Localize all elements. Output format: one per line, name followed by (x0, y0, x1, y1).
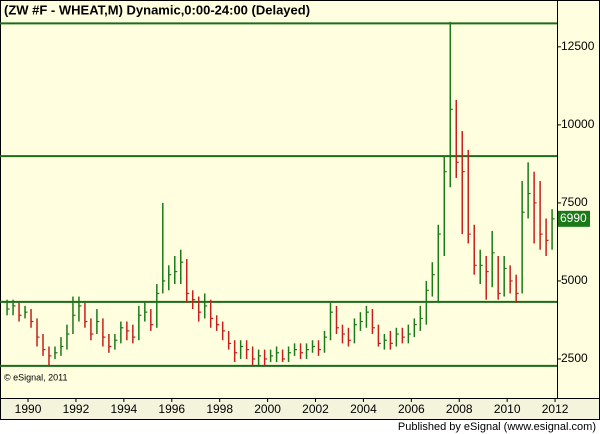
x-tick-label: 1992 (63, 402, 90, 416)
x-tick-label: 2008 (446, 402, 473, 416)
plot-area (0, 0, 558, 399)
copyright: © eSignal, 2011 (4, 372, 68, 382)
chart-title: (ZW #F - WHEAT,M) Dynamic,0:00-24:00 (De… (4, 2, 310, 17)
x-tick-label: 2000 (254, 402, 281, 416)
x-tick-label: 1996 (158, 402, 185, 416)
last-price-label: 6990 (560, 211, 587, 225)
y-tick-label: 5000 (561, 273, 588, 287)
footer: Published by eSignal (www.esignal.com) (398, 421, 596, 433)
y-tick-label: 10000 (561, 117, 595, 131)
y-tick-label: 7500 (561, 195, 588, 209)
y-tick-label: 2500 (561, 351, 588, 365)
x-tick-label: 2010 (494, 402, 521, 416)
price-axis (557, 0, 600, 399)
last-price-box (558, 210, 590, 227)
x-tick-label: 2002 (302, 402, 329, 416)
y-tick-label: 12500 (561, 39, 595, 53)
marks (0, 21, 557, 367)
x-tick-label: 1994 (111, 402, 138, 416)
x-tick-label: 1990 (15, 402, 42, 416)
x-tick-label: 2006 (398, 402, 425, 416)
x-tick-label: 1998 (206, 402, 233, 416)
x-tick-label: 2012 (542, 402, 569, 416)
x-tick-label: 2004 (350, 402, 377, 416)
